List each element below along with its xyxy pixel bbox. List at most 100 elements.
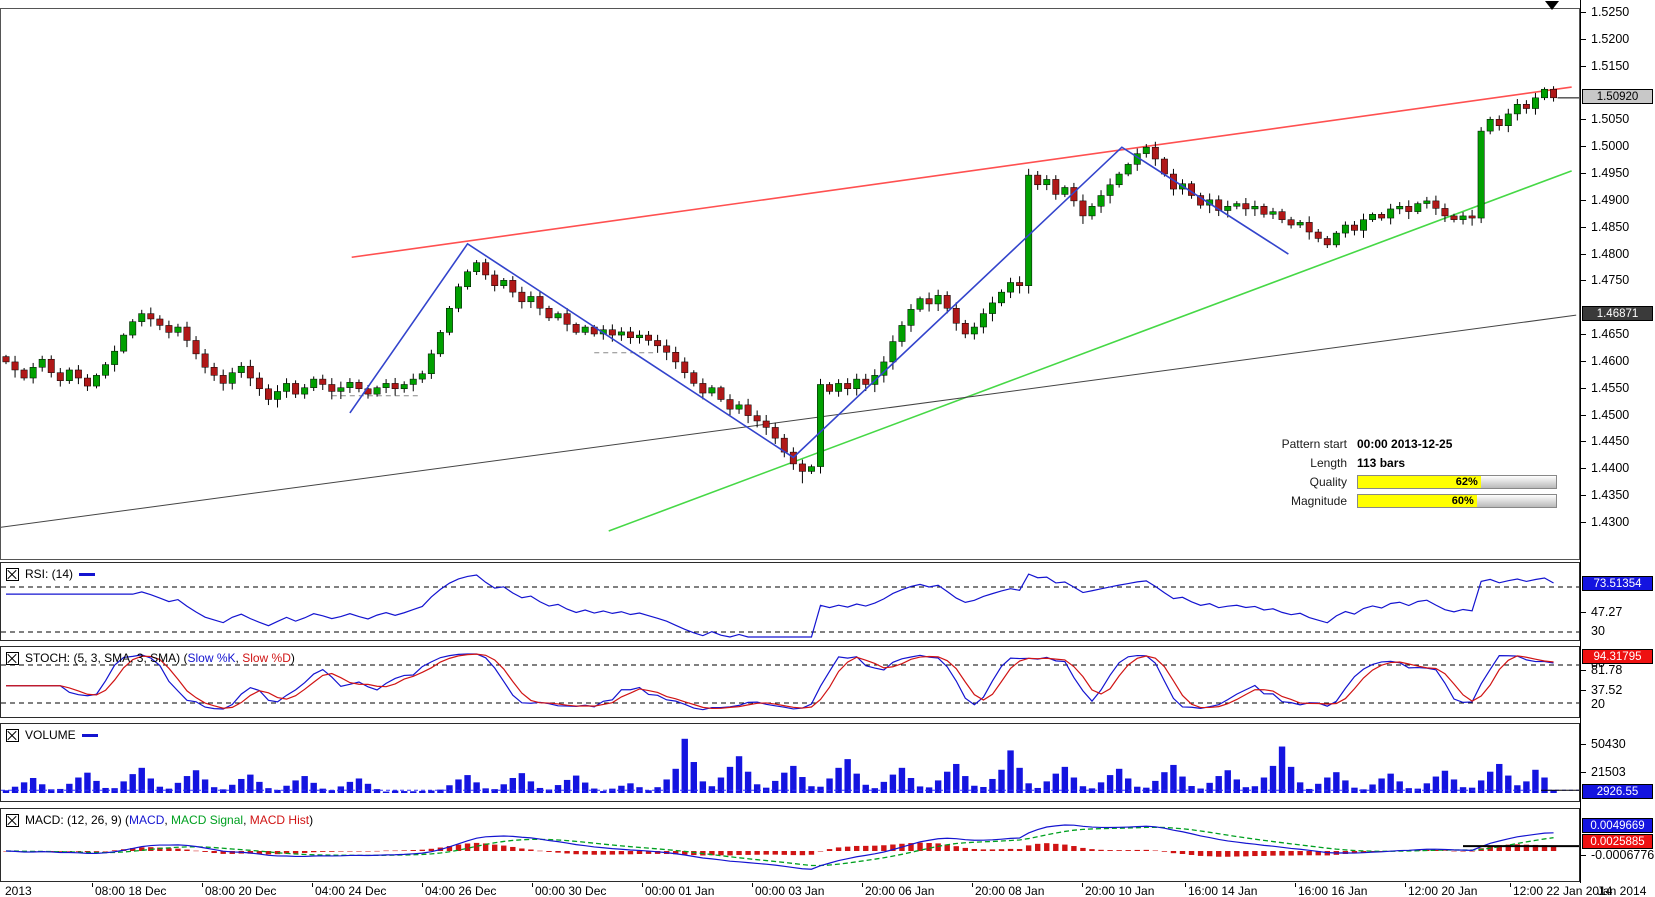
candle-body [907,309,915,326]
macd-hist-bar [1206,851,1213,857]
macd-visibility-checkbox-icon[interactable] [6,813,19,827]
volume-bar [147,778,154,793]
time-tick-label: 04:00 26 Dec [425,884,497,897]
rsi-plot[interactable] [1,563,1579,640]
candlestick-plot[interactable] [1,9,1579,559]
candle-body [129,321,137,336]
rsi-tick-tickmark [1580,612,1586,613]
price-tick-label: 1.4450 [1591,434,1630,448]
volume-bar [1396,781,1403,793]
time-tick-label: 20:00 06 Jan [865,884,935,897]
volume-bar [201,779,209,793]
candle-body [925,298,933,305]
candle-body [1351,224,1358,231]
macd-hist-bar [1243,851,1249,857]
candle-body [346,382,354,388]
volume-bar [1496,763,1503,793]
candle-body [599,329,607,335]
volume-bar [554,785,562,793]
macd-hist-bar [872,845,878,851]
macd-hist-bar [1025,845,1032,851]
candle-body [1206,199,1214,206]
macd-hist-bar [428,848,435,851]
volume-bar [627,783,634,793]
price-tick-tickmark [1580,361,1586,362]
price-tick-tickmark [1580,66,1586,67]
candle-body [464,271,472,288]
macd-hist-bar [365,851,371,852]
rsi-indicator-panel[interactable]: RSI: (14) [0,562,1580,641]
candle-body [1369,214,1376,220]
volume-bar [364,783,372,793]
volume-bar [799,777,806,793]
candle-body [1034,174,1042,186]
legend-part: MACD: (12, 26, 9) ( [25,813,130,827]
macd-hist-bar [1315,851,1321,856]
volume-bar [1161,772,1168,793]
time-tick-label: 08:00 18 Dec [95,884,167,897]
macd-hist-bar [66,851,73,852]
volume-bar [220,789,227,793]
macd-hist-bar [835,847,842,851]
volume-visibility-checkbox-icon[interactable] [6,728,19,742]
stochastic-indicator-panel[interactable]: STOCH: (5, 3, SMA, 3, SMA) (Slow %K, Slo… [0,646,1580,718]
volume-bar [174,782,182,793]
legend-part: , [164,813,172,827]
macd-hist-bar [826,849,833,851]
price-tick-label: 1.4600 [1591,354,1630,368]
macd-hist-bar [1098,849,1104,851]
candle-body [952,307,960,324]
volume-bar [1387,773,1394,793]
volume-plot[interactable] [1,724,1579,801]
candle-body [690,372,698,384]
candle-body [38,358,46,368]
volume-bar [1342,780,1349,793]
price-tick-tickmark [1580,441,1586,442]
macd-hist-bar [745,851,751,855]
macd-indicator-panel[interactable]: MACD: (12, 26, 9) (MACD, MACD Signal, MA… [0,808,1580,882]
macd-hist-bar [881,845,887,851]
volume-bar [536,787,544,793]
rsi-tick-label: 30 [1591,624,1605,638]
volume-indicator-panel[interactable]: VOLUME [0,723,1580,802]
volume-bar [1025,783,1032,793]
macd-hist-bar [75,851,82,852]
volume-bar [401,791,408,793]
macd-hist-bar [1297,851,1303,856]
macd-hist-bar [401,850,407,851]
macd-plot[interactable] [1,809,1579,881]
volume-bar [1532,769,1539,793]
candle-body [174,326,182,333]
candle-body [473,262,481,272]
rsi-visibility-checkbox-icon[interactable] [6,567,19,581]
price-chart-panel[interactable] [0,8,1580,560]
volume-bar [844,759,851,793]
volume-bar [790,765,797,793]
trendline-long-term [1,314,1577,528]
volume-tick-label: 21503 [1591,765,1626,779]
volume-bar [1170,764,1177,793]
volume-bar [1179,776,1186,793]
time-tick-label: 00:00 03 Jan [755,884,825,897]
volume-bar [1459,787,1467,793]
stoch-visibility-checkbox-icon[interactable] [6,651,19,665]
price-tick-label: 1.4950 [1591,166,1630,180]
macd-hist-bar [1216,851,1222,857]
macd-hist-bar [311,851,317,853]
stoch-plot[interactable] [1,647,1579,717]
stoch-tick-tickmark [1580,670,1586,671]
macd-hist-bar [582,851,588,855]
candle-body [1070,187,1078,202]
volume-bar [1550,790,1557,793]
price-tick-tickmark [1580,495,1586,496]
volume-bar [880,781,888,793]
time-tickmark [1510,883,1511,887]
volume-bar [247,774,254,793]
candle-body [808,466,815,472]
volume-bar [1369,784,1376,793]
macd-hist-bar [863,845,869,851]
candle-body [111,350,119,365]
candle-body [717,387,725,400]
volume-bar [925,787,933,793]
time-tick-label: 00:00 01 Jan [645,884,715,897]
